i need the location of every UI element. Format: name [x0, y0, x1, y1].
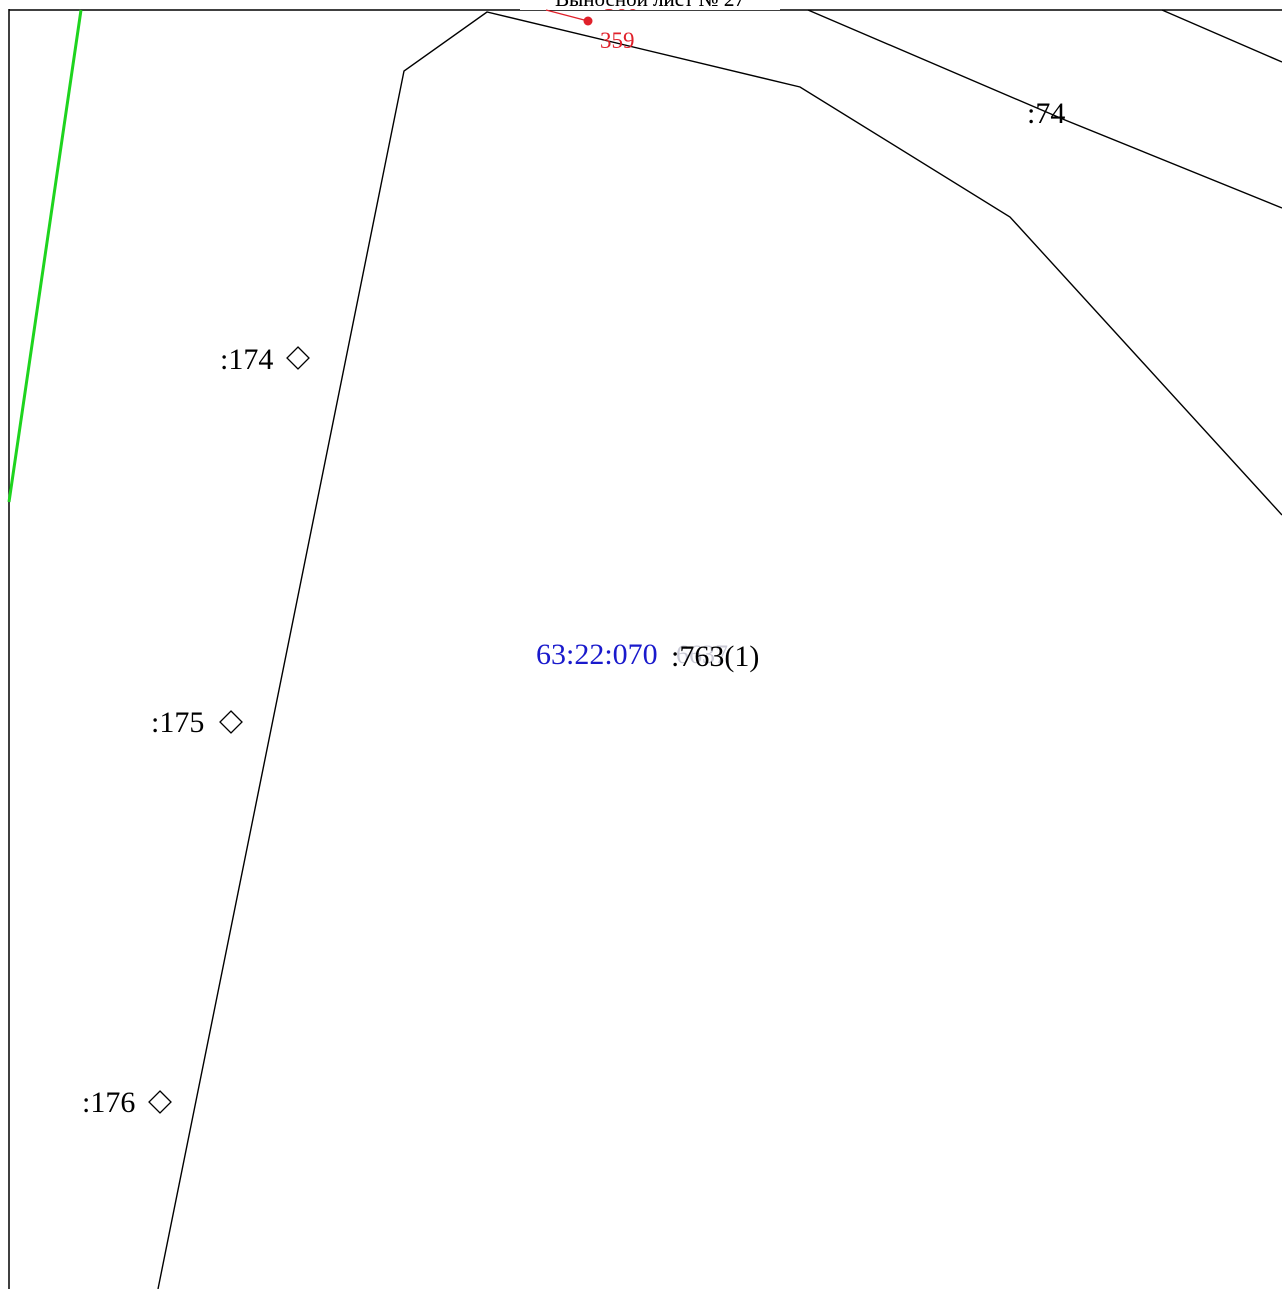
- top-clip-mask: [590, 0, 640, 9]
- parcel-boundary-main: [157, 11, 1282, 1289]
- highlight-boundary-line: [7, 9, 83, 503]
- parcel-label-175: :175: [151, 706, 204, 739]
- point-connector-line: [545, 9, 589, 22]
- survey-point-359: [583, 16, 593, 26]
- parcel-74-boundary: [807, 9, 1282, 209]
- sheet-title: Выносной лист № 27: [555, 0, 745, 11]
- sheet-title-backdrop: [520, 0, 780, 10]
- parcel-label-74: :74: [1027, 97, 1065, 130]
- point-label-359: 359: [600, 28, 635, 53]
- diamond-marker-176: [148, 1090, 172, 1114]
- sub-parcel-label: :763(1): [671, 640, 759, 673]
- ghost-cadastral-suffix: 6637: [676, 640, 728, 669]
- diamond-marker-174: [286, 346, 310, 370]
- sheet-title-overlay: Выносной лист № 27: [555, 0, 745, 11]
- parcel-label-174: :174: [220, 343, 273, 376]
- diamond-marker-175: [219, 710, 243, 734]
- cadastral-number-prefix: 63:22:070: [536, 638, 658, 671]
- parcel-label-176: :176: [82, 1086, 135, 1119]
- parcel-boundary-top-right: [1161, 9, 1282, 63]
